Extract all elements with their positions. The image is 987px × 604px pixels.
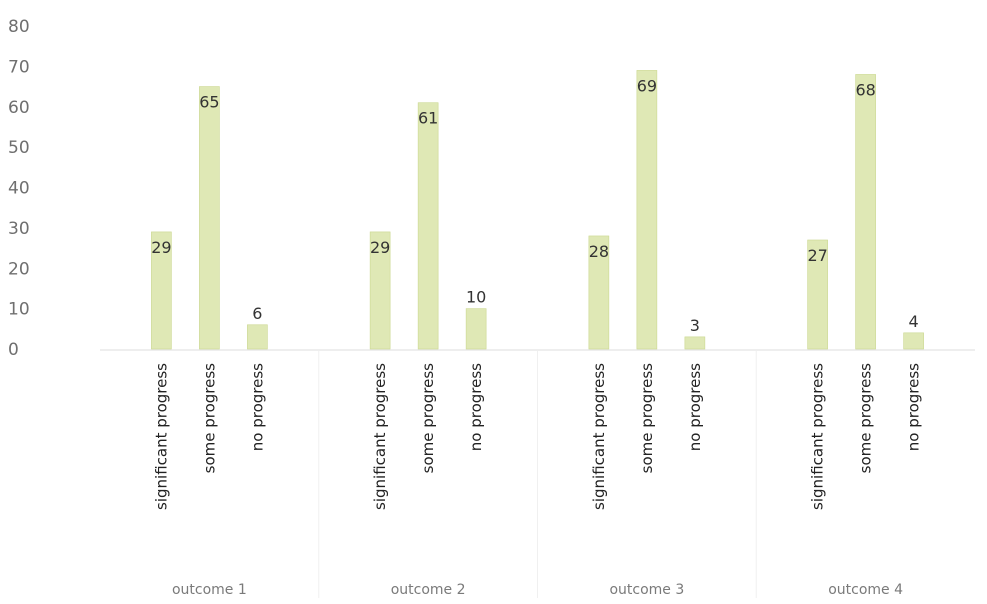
x-category-label: significant progress [152,363,170,510]
data-labels: 29 65 6 29 61 10 28 69 3 27 68 4 [151,76,919,334]
y-tick-label: 30 [8,219,30,239]
bar [636,70,658,350]
x-group-label: outcome 3 [609,582,684,598]
data-label: 4 [909,312,919,331]
bar [903,332,924,350]
bar [684,336,706,350]
x-category-label: some progress [200,363,218,474]
y-axis: 0 10 20 30 40 50 60 70 80 [8,17,30,360]
data-label: 29 [370,238,390,257]
bar [247,324,268,350]
x-category-label: significant progress [809,363,827,510]
x-category-label: some progress [857,363,875,474]
x-category-label: some progress [638,363,656,474]
y-tick-label: 40 [8,179,30,199]
bar [151,231,172,350]
y-tick-label: 10 [8,300,30,320]
x-axis: significant progress some progress no prog… [100,349,975,598]
y-tick-label: 60 [8,98,30,118]
x-category-label: no progress [686,363,704,451]
bar [588,235,610,350]
y-tick-label: 50 [8,138,30,158]
data-label: 6 [252,304,262,323]
y-tick-label: 0 [8,340,19,360]
x-category-label: no progress [248,363,266,451]
y-tick-label: 70 [8,57,30,77]
bar [417,102,439,350]
bar [807,239,828,350]
x-group-label: outcome 1 [172,582,247,598]
y-tick-label: 20 [8,259,30,279]
x-group-label: outcome 4 [828,582,903,598]
y-tick-label: 80 [8,17,30,37]
bars [151,70,924,350]
data-label: 69 [637,76,657,95]
data-label: 68 [855,80,875,99]
bar [369,231,391,350]
bar [465,308,487,350]
x-category-label: no progress [905,363,923,451]
x-group-label: outcome 2 [391,582,466,598]
data-label: 65 [199,93,219,112]
data-label: 28 [589,242,609,261]
x-category-label: significant progress [590,363,608,510]
data-label: 61 [418,109,438,128]
data-label: 10 [466,288,486,307]
x-category-label: significant progress [371,363,389,510]
x-category-label: some progress [419,363,437,474]
data-label: 3 [690,316,700,335]
data-label: 27 [807,246,827,265]
x-category-label: no progress [467,363,485,451]
bar [855,74,876,350]
data-label: 29 [151,238,171,257]
bar [199,86,220,350]
